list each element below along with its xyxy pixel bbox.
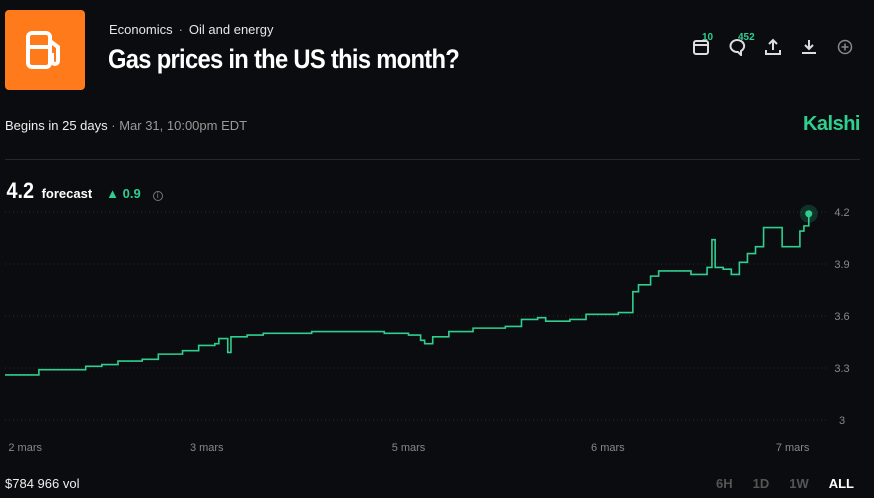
calendar-count: 10 [702,32,714,43]
forecast-change: ▲ 0.9 [106,186,141,201]
x-tick-label: 6 mars [591,442,625,454]
comment-icon [729,38,746,58]
range-all[interactable]: ALL [828,476,854,491]
x-tick-label: 3 mars [190,442,224,454]
download-icon [802,40,816,54]
y-tick-label: 3 [839,415,845,427]
share-button[interactable] [764,38,782,56]
range-1w[interactable]: 1W [789,476,809,491]
y-tick-label: 3.3 [834,363,849,375]
divider [5,159,860,160]
fuel-pump-icon [26,31,60,69]
begins-text: Begins in 25 days [5,118,108,133]
category-logo [5,10,85,90]
forecast-chart[interactable]: 3 3.3 3.6 3.9 4.2 2 mars 3 mars 5 mars 6 mars 7 m… [0,195,874,460]
begins-info: Begins in 25 days · Mar 31, 10:00pm EDT [5,118,248,133]
calendar-icon [693,40,709,55]
range-1d[interactable]: 1D [752,476,770,491]
y-tick-label: 4.2 [834,207,849,219]
y-tick-label: 3.6 [834,311,849,323]
breadcrumb: Economics · Oil and energy [109,22,274,37]
calendar-button[interactable]: 10 [692,32,713,56]
x-tick-label: 5 mars [392,442,426,454]
range-selector: 6H 1D 1W ALL [716,476,854,491]
plus-circle-icon [837,39,853,55]
up-arrow-icon: ▲ [106,186,120,201]
forecast-change-value: 0.9 [122,186,141,201]
toolbar: 10 452 [692,32,854,58]
range-6h[interactable]: 6H [715,476,733,491]
forecast-value: 4.2 [6,178,35,203]
comment-count: 452 [738,32,755,43]
category-link[interactable]: Economics [109,22,173,37]
comments-button[interactable]: 452 [728,32,755,58]
begins-date: Mar 31, 10:00pm EDT [119,118,248,133]
y-tick-label: 3.9 [834,259,849,271]
forecast-label: forecast [41,186,93,201]
download-button[interactable] [800,38,818,56]
forecast-summary: 4.2 forecast ▲ 0.9 i [5,178,163,204]
share-icon [765,38,781,55]
x-tick-label: 2 mars [8,442,42,454]
volume: $784 966 vol [5,476,80,491]
last-point-marker [805,210,813,218]
add-button[interactable] [836,38,854,56]
info-icon[interactable]: i [152,190,163,201]
x-tick-label: 7 mars [776,442,810,454]
series-line-forecast [5,213,810,376]
page-title: Gas prices in the US this month? [108,44,460,74]
kalshi-logo: Kalshi [802,113,861,135]
subcategory-link[interactable]: Oil and energy [188,22,274,37]
